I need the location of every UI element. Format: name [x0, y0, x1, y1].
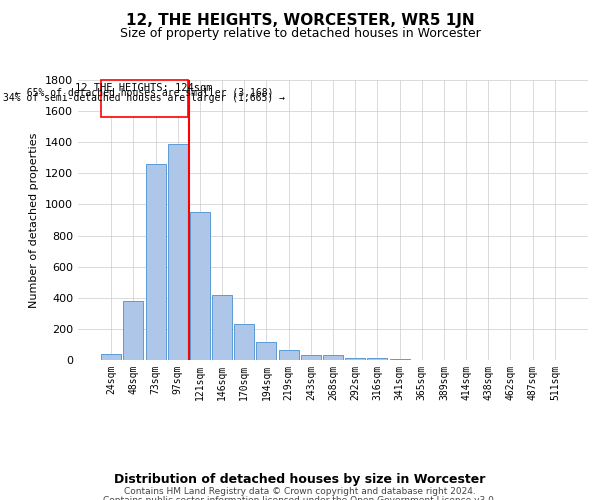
Bar	[301, 354, 321, 360]
Text: Distribution of detached houses by size in Worcester: Distribution of detached houses by size …	[115, 472, 485, 486]
Text: Size of property relative to detached houses in Worcester: Size of property relative to detached ho…	[119, 28, 481, 40]
Bar	[345, 358, 365, 360]
Bar	[234, 324, 254, 360]
Text: 34% of semi-detached houses are larger (1,665) →: 34% of semi-detached houses are larger (…	[3, 93, 285, 103]
Bar	[146, 164, 166, 360]
Bar	[190, 212, 210, 360]
Bar	[323, 356, 343, 360]
Bar	[278, 350, 299, 360]
Bar	[168, 144, 188, 360]
Bar	[101, 80, 188, 116]
Bar	[256, 342, 277, 360]
Bar	[101, 354, 121, 360]
Bar	[212, 294, 232, 360]
Text: 12 THE HEIGHTS: 124sqm: 12 THE HEIGHTS: 124sqm	[76, 83, 213, 93]
Bar	[124, 301, 143, 360]
Bar	[389, 359, 410, 360]
Y-axis label: Number of detached properties: Number of detached properties	[29, 132, 40, 308]
Text: Contains public sector information licensed under the Open Government Licence v3: Contains public sector information licen…	[103, 496, 497, 500]
Bar	[367, 358, 388, 360]
Text: Contains HM Land Registry data © Crown copyright and database right 2024.: Contains HM Land Registry data © Crown c…	[124, 488, 476, 496]
Text: ← 65% of detached houses are smaller (3,168): ← 65% of detached houses are smaller (3,…	[15, 88, 274, 98]
Text: 12, THE HEIGHTS, WORCESTER, WR5 1JN: 12, THE HEIGHTS, WORCESTER, WR5 1JN	[125, 12, 475, 28]
